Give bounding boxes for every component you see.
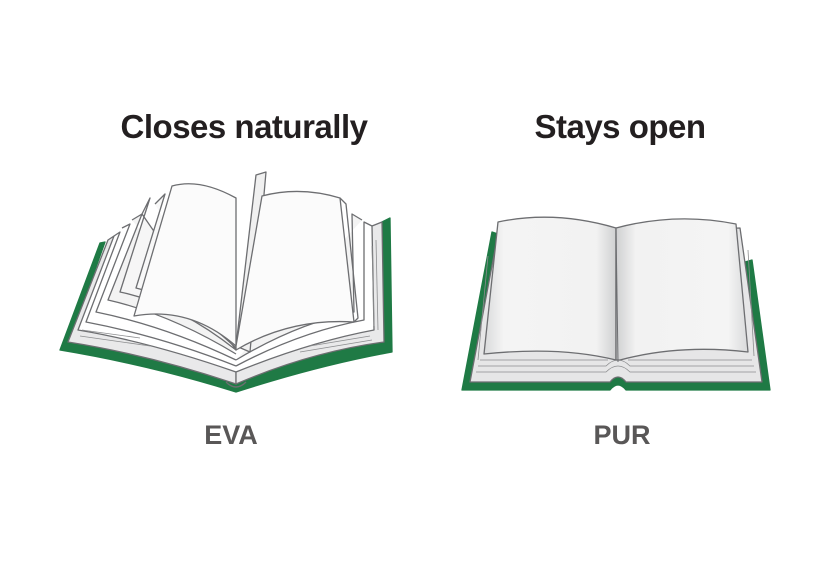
fanned-open-book-icon (59, 171, 393, 393)
panel-heading-eva: Closes naturally (120, 108, 368, 145)
flat-open-book-icon (461, 216, 771, 391)
binding-label-pur: PUR (593, 420, 651, 450)
binding-label-eva: EVA (204, 420, 258, 450)
panel-heading-pur: Stays open (534, 108, 706, 145)
